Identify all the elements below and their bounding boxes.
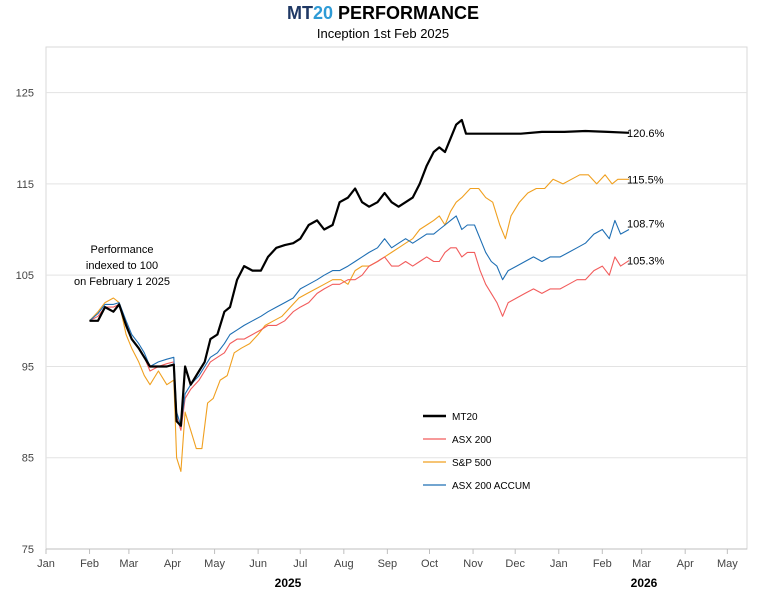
end-label-mt20: 120.6% bbox=[627, 128, 665, 140]
legend-label: ASX 200 ACCUM bbox=[452, 481, 530, 492]
y-tick-label: 105 bbox=[16, 270, 34, 282]
x-axis: Jan Feb Mar Apr May Jun Jul Aug Sep Oct Nov Dec Jan F… bbox=[37, 548, 747, 570]
indexed-note: Performance indexed to 100 on February 1… bbox=[74, 244, 170, 288]
x-tick-label: Mar bbox=[119, 558, 138, 570]
y-tick-label: 115 bbox=[16, 179, 34, 191]
x-tick-label: Jan bbox=[550, 558, 568, 570]
note-line-2: indexed to 100 bbox=[86, 260, 158, 272]
legend-label: MT20 bbox=[452, 412, 478, 423]
year-label-2026: 2026 bbox=[631, 576, 658, 590]
x-tick-label: Jan bbox=[37, 558, 55, 570]
x-tick-label: May bbox=[717, 558, 738, 570]
chart-title-20: 20 bbox=[312, 3, 333, 23]
y-tick-label: 75 bbox=[22, 544, 34, 556]
x-tick-label: Feb bbox=[593, 558, 612, 570]
plot-area-border bbox=[45, 46, 748, 550]
year-label-2025: 2025 bbox=[275, 576, 302, 590]
end-label-asx-200-accum: 108.7% bbox=[627, 219, 665, 231]
x-tick-label: Dec bbox=[505, 558, 525, 570]
note-line-3: on February 1 2025 bbox=[74, 276, 170, 288]
x-tick-label: Mar bbox=[632, 558, 651, 570]
x-tick-label: Sep bbox=[378, 558, 398, 570]
chart-title-rest: PERFORMANCE bbox=[333, 3, 480, 23]
end-labels: 120.6% 105.3% 115.5% 108.7% bbox=[627, 128, 665, 268]
y-tick-label: 85 bbox=[22, 453, 34, 465]
x-tick-label: Jun bbox=[249, 558, 267, 570]
chart-title: MT20 PERFORMANCE bbox=[0, 3, 766, 24]
x-tick-label: Feb bbox=[80, 558, 99, 570]
x-tick-label: May bbox=[204, 558, 225, 570]
x-tick-label: Nov bbox=[463, 558, 483, 570]
x-tick-label: Apr bbox=[677, 558, 694, 570]
legend-label: ASX 200 bbox=[452, 435, 492, 446]
x-tick-label: Aug bbox=[334, 558, 354, 570]
x-tick-label: Jul bbox=[293, 558, 307, 570]
legend: MT20 ASX 200 S&P 500 ASX 200 ACCUM bbox=[423, 412, 530, 492]
y-tick-label: 95 bbox=[22, 361, 34, 373]
chart-title-mt: MT bbox=[286, 3, 313, 23]
series-lines bbox=[89, 118, 630, 472]
series-line-mt20 bbox=[89, 118, 630, 427]
chart-subtitle: Inception 1st Feb 2025 bbox=[316, 26, 450, 41]
x-tick-label: Oct bbox=[421, 558, 438, 570]
note-line-1: Performance bbox=[91, 244, 154, 256]
series-line-asx-200-accum bbox=[89, 215, 630, 427]
legend-label: S&P 500 bbox=[452, 458, 492, 469]
y-tick-label: 125 bbox=[16, 88, 34, 100]
series-line-s-p-500 bbox=[89, 174, 629, 472]
x-tick-label: Apr bbox=[164, 558, 181, 570]
end-label-s-p-500: 115.5% bbox=[627, 174, 664, 186]
y-axis: 75 85 95 105 115 125 bbox=[16, 88, 34, 556]
end-label-asx-200: 105.3% bbox=[627, 256, 665, 268]
